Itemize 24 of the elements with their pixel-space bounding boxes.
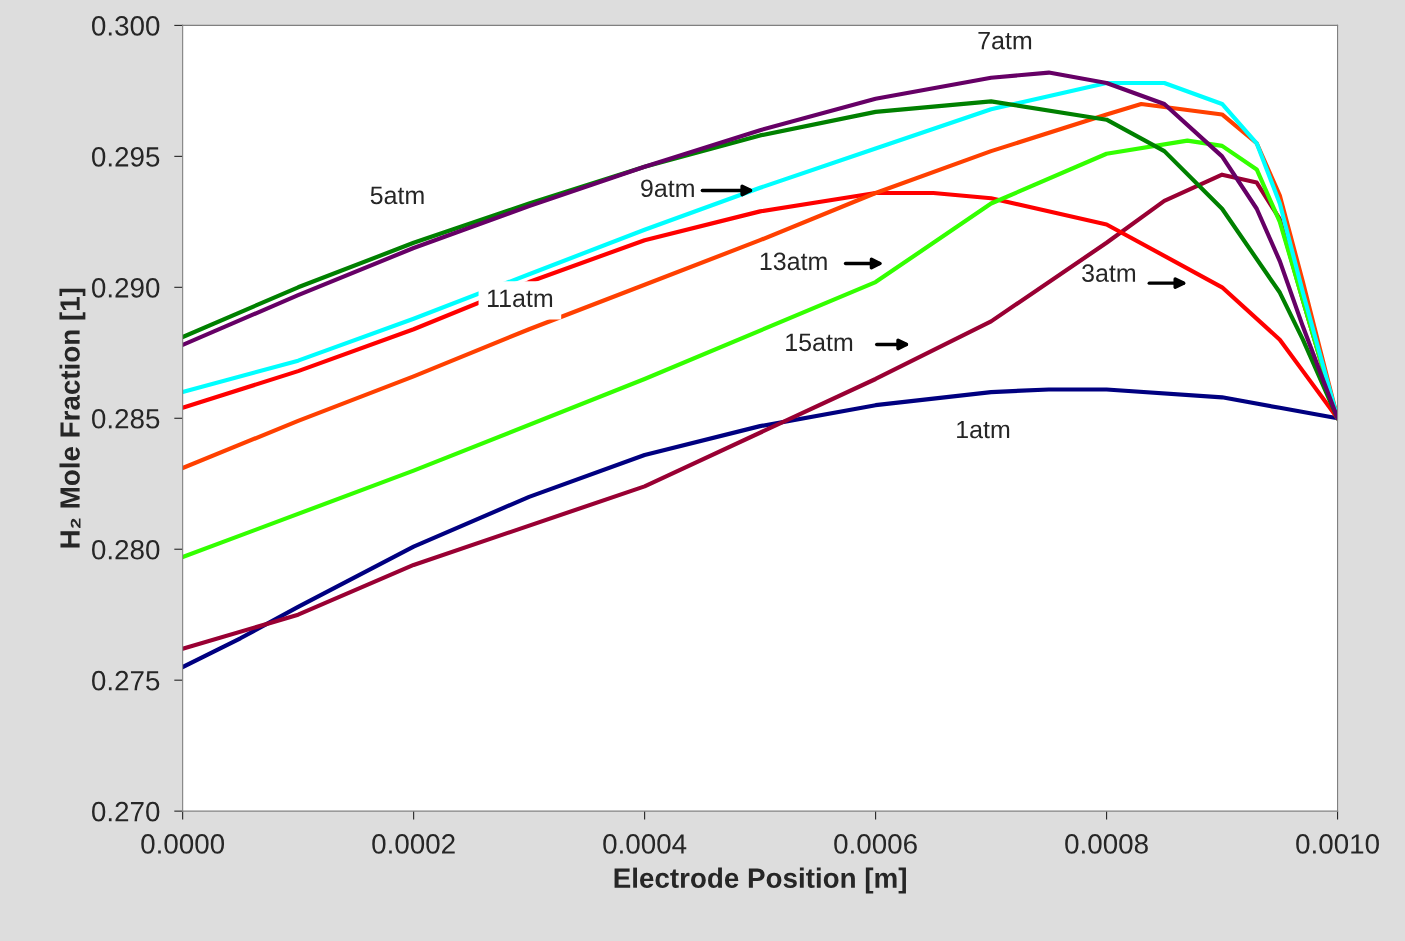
x-tick-label: 0.0004 bbox=[603, 834, 687, 854]
series-label: 15atm bbox=[786, 333, 853, 352]
series-label: 5atm bbox=[370, 186, 424, 205]
series-label: 3atm bbox=[1082, 264, 1136, 282]
x-tick-label: 0.0010 bbox=[1296, 834, 1379, 854]
x-tick-label: 0.0000 bbox=[141, 834, 225, 854]
y-tick-label: 0.295 bbox=[92, 147, 160, 167]
y-tick-label: 0.280 bbox=[92, 539, 160, 560]
series-label: 9atm bbox=[641, 179, 694, 198]
line-series bbox=[182, 387, 1338, 670]
x-tick-label: 0.0002 bbox=[372, 834, 455, 854]
y-tick-label: 0.275 bbox=[92, 670, 160, 691]
x-tick-label: 0.0008 bbox=[1065, 834, 1148, 854]
x-axis-title: Electrode Position [m] bbox=[614, 867, 906, 894]
series-label: 1atm bbox=[957, 420, 1010, 439]
x-tick-label: 0.0006 bbox=[834, 834, 917, 854]
y-axis-title: H₂ Mole Fraction [1] bbox=[59, 288, 86, 548]
y-tick-label: 0.300 bbox=[92, 16, 160, 36]
y-tick-label: 0.270 bbox=[92, 801, 160, 822]
series-label: 7atm bbox=[978, 31, 1032, 50]
y-tick-label: 0.290 bbox=[92, 277, 160, 298]
series-label: 13atm bbox=[760, 252, 827, 271]
y-tick-label: 0.285 bbox=[92, 408, 160, 429]
series-label: 11atm bbox=[487, 289, 553, 308]
